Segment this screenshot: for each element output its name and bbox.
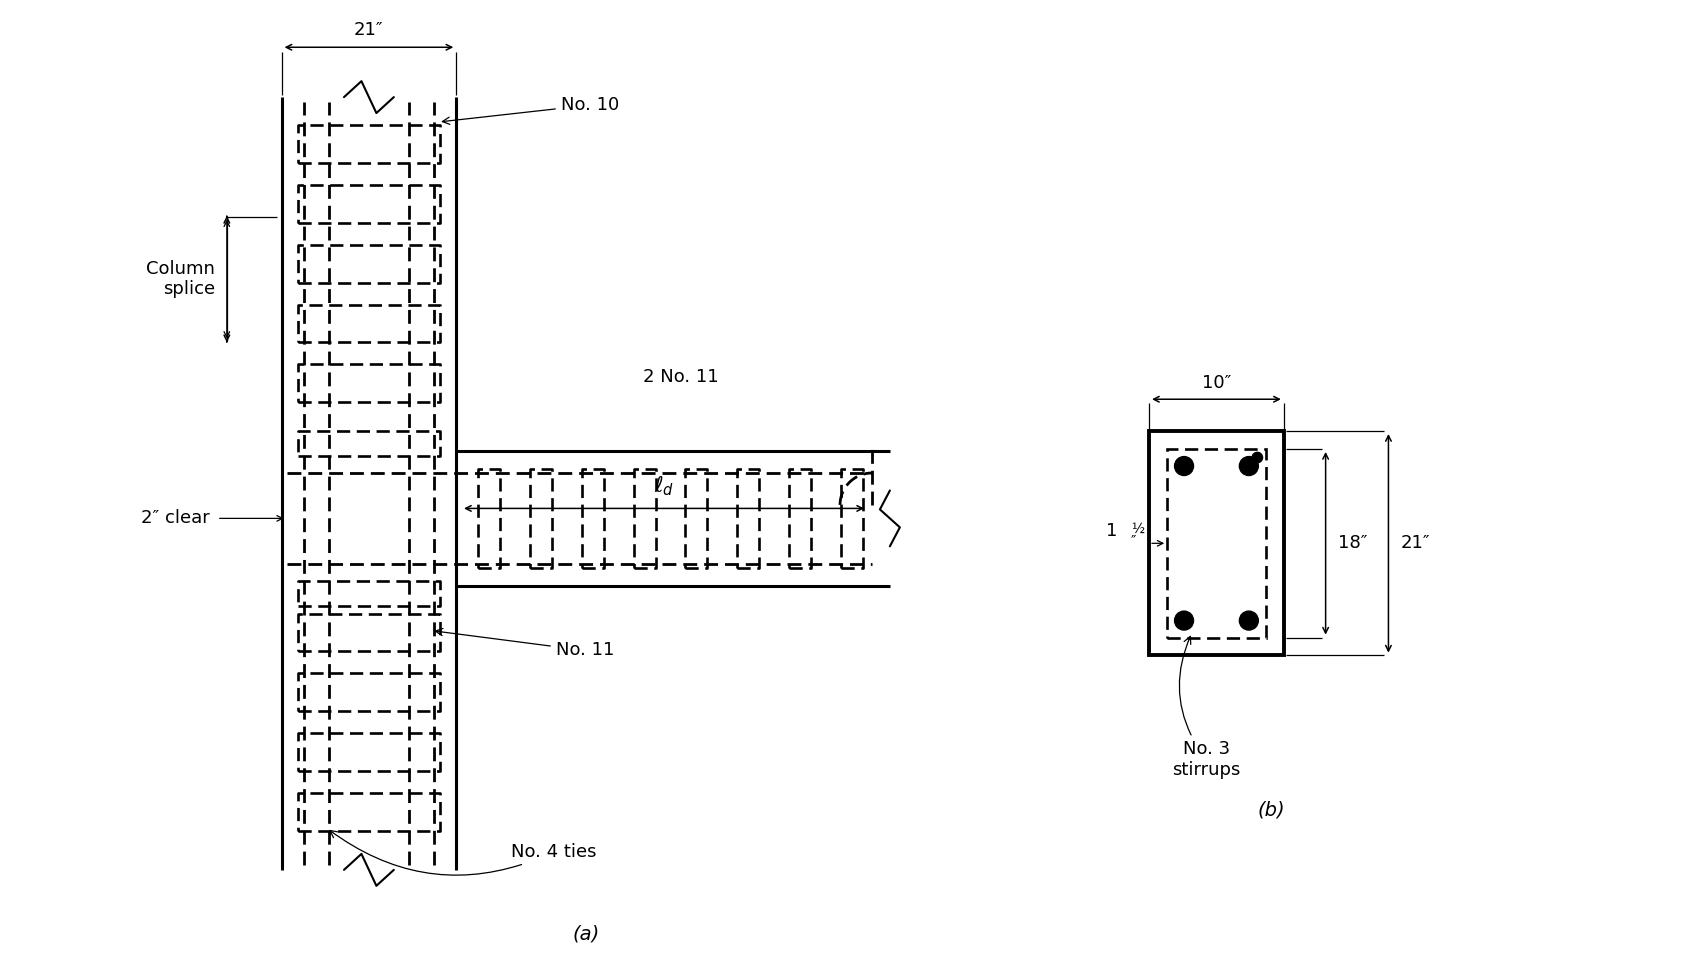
Circle shape [1174,611,1193,630]
Text: 18″: 18″ [1337,534,1366,553]
Text: ″: ″ [1130,533,1135,548]
Text: ½: ½ [1130,521,1144,535]
Text: 10″: 10″ [1202,374,1231,392]
Text: $\ell_d$: $\ell_d$ [654,475,674,498]
Text: No. 10: No. 10 [442,97,618,124]
Text: No. 3
stirrups: No. 3 stirrups [1171,637,1239,779]
Bar [1166,449,1265,638]
Text: 2″ clear: 2″ clear [142,510,210,528]
Circle shape [1174,457,1193,475]
Circle shape [1251,452,1261,463]
Text: (a): (a) [572,924,599,944]
Circle shape [1239,611,1258,630]
Text: 21″: 21″ [353,21,384,39]
Text: Column
splice: Column splice [145,260,215,298]
Bar [1149,431,1284,656]
Text: No. 4 ties: No. 4 ties [329,831,596,875]
Circle shape [1239,457,1258,475]
Text: (b): (b) [1256,800,1284,819]
Text: 21″: 21″ [1400,534,1429,553]
Text: 1: 1 [1104,522,1116,540]
Text: 2 No. 11: 2 No. 11 [642,368,719,386]
Text: No. 11: No. 11 [435,628,615,660]
